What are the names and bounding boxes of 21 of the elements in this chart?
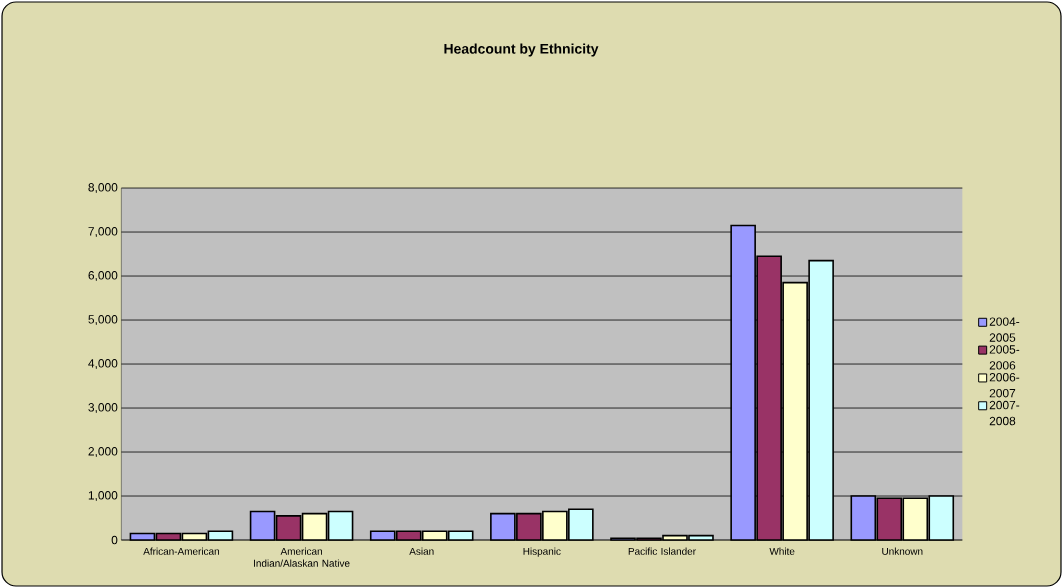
x-tick-label: Pacific Islander: [628, 547, 696, 555]
legend-label: 2004-2005: [989, 317, 1020, 342]
legend-label: 2007-2008: [989, 400, 1020, 426]
y-tick-label: 0: [111, 535, 118, 545]
legend-label: 2005-2006: [989, 345, 1020, 370]
legend-label: 2006-2007: [989, 373, 1020, 398]
x-tick-label: White: [769, 547, 795, 555]
x-tick-label: Unknown: [882, 547, 923, 555]
y-tick-label: 3,000: [88, 403, 118, 413]
x-tick-label: Hispanic: [523, 547, 561, 557]
y-tick-label: 6,000: [88, 271, 118, 281]
y-tick-label: 2,000: [88, 447, 118, 457]
x-tick-label: Asian: [409, 547, 434, 555]
chart-title: Headcount by Ethnicity: [444, 43, 599, 57]
x-tick-label: American Indian/Alaskan Native: [254, 547, 350, 567]
y-tick-label: 7,000: [88, 227, 118, 237]
y-tick-label: 4,000: [88, 359, 118, 369]
y-tick-label: 8,000: [88, 183, 118, 193]
x-tick-label: African-American: [143, 547, 219, 555]
y-tick-label: 1,000: [88, 491, 118, 501]
y-tick-label: 5,000: [88, 315, 118, 325]
